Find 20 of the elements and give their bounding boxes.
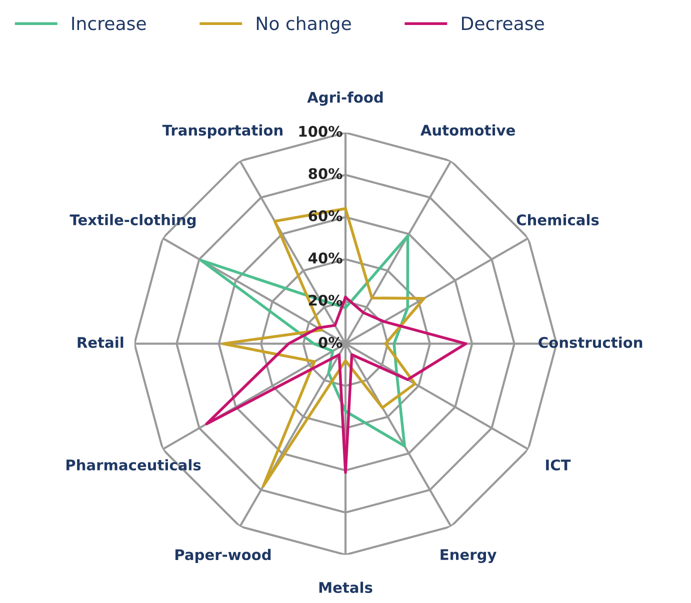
spoke-label: Paper-wood: [175, 548, 271, 564]
y-tick-label: 0%: [318, 336, 342, 348]
spoke-label: Textile-clothing: [70, 214, 196, 228]
spoke-label: Automotive: [420, 124, 515, 136]
legend-label: Increase: [72, 16, 146, 30]
spoke-label: Pharmaceuticals: [66, 459, 201, 470]
legend-label: No change: [256, 16, 351, 34]
y-tick-label: 60%: [308, 210, 342, 222]
spoke-label: Chemicals: [516, 214, 599, 226]
spoke-label: Transportation: [162, 124, 282, 139]
spoke-label: ICT: [546, 459, 571, 470]
y-tick-label: 40%: [308, 252, 342, 264]
y-tick-label: 100%: [299, 126, 342, 137]
y-tick-label: 80%: [308, 168, 342, 180]
spoke-label: Retail: [78, 336, 124, 348]
spoke-label: Energy: [440, 549, 496, 564]
spoke-label: Construction: [538, 336, 642, 348]
legend-label: Decrease: [462, 16, 544, 30]
spoke-label: Agri-food: [307, 92, 383, 106]
spoke-label: Metals: [319, 582, 372, 594]
